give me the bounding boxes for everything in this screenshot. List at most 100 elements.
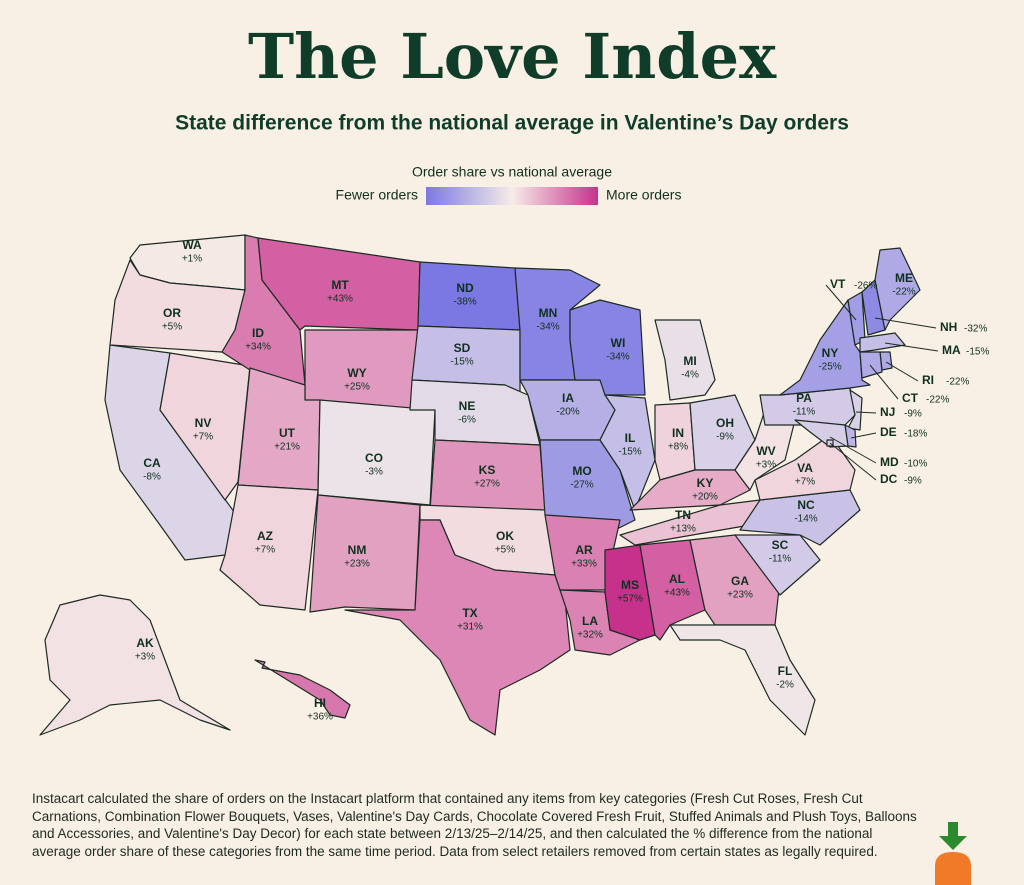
state-code: NM <box>348 543 367 557</box>
leader-line <box>829 442 877 481</box>
value-label: -22% <box>892 287 915 298</box>
state <box>859 332 906 353</box>
state-code: AZ <box>257 529 273 543</box>
state-code: CO <box>365 451 383 465</box>
leader-line <box>829 436 877 464</box>
state-code: ID <box>252 326 264 340</box>
state-code: TX <box>462 606 477 620</box>
value-label: -22% <box>926 395 949 406</box>
value-label: -3% <box>365 467 383 478</box>
state-code: OH <box>716 416 734 430</box>
state-code: AL <box>669 572 685 586</box>
value-label: -9% <box>904 409 922 420</box>
state-code: HI <box>314 696 326 710</box>
state-code: VA <box>797 461 813 475</box>
value-label: +7% <box>255 545 275 556</box>
state-code: IN <box>672 426 684 440</box>
state-code: KY <box>697 476 714 490</box>
value-label: -14% <box>794 514 817 525</box>
value-label: +20% <box>692 492 718 503</box>
value-label: +23% <box>727 590 753 601</box>
legend-high: More orders <box>606 187 681 203</box>
state-code: NH <box>940 320 957 334</box>
value-label: -15% <box>618 447 641 458</box>
value-label: +43% <box>327 294 353 305</box>
value-label: -9% <box>904 476 922 487</box>
logo <box>935 822 971 885</box>
value-label: -6% <box>458 415 476 426</box>
value-label: +3% <box>756 460 776 471</box>
value-label: +33% <box>571 559 597 570</box>
labels: WA +1% OR +5% CA -8% NV +7% ID +34% MT +43% WY +25% UT… <box>135 238 990 722</box>
value-label: +57% <box>617 594 643 605</box>
state-code: WY <box>347 366 366 380</box>
state-code: NJ <box>880 405 895 419</box>
state <box>309 494 421 613</box>
value-label: -11% <box>793 407 816 418</box>
state <box>159 352 251 501</box>
state-code: WI <box>611 336 626 350</box>
leader-line <box>825 284 857 321</box>
footnote: Instacart calculated the share of orders… <box>32 791 917 859</box>
state-code: CA <box>143 456 161 470</box>
value-label: -2% <box>776 680 794 691</box>
state-code: IA <box>562 391 574 405</box>
state <box>599 394 656 511</box>
state <box>734 409 796 491</box>
state-code: MT <box>331 278 349 292</box>
value-label: +8% <box>668 442 688 453</box>
state-code: GA <box>731 574 749 588</box>
value-label: +7% <box>795 477 815 488</box>
state-code: MA <box>942 343 961 357</box>
leader-line <box>850 432 877 439</box>
value-label: -4% <box>681 370 699 381</box>
state-code: NV <box>195 416 212 430</box>
state-code: MS <box>621 578 639 592</box>
state-code: IL <box>625 431 636 445</box>
value-label: -20% <box>556 407 579 418</box>
state <box>254 659 351 719</box>
value-label: -34% <box>606 352 629 363</box>
value-label: +23% <box>344 559 370 570</box>
value-label: +36% <box>307 712 333 723</box>
value-label: -11% <box>769 554 792 565</box>
state-code: OK <box>496 529 514 543</box>
state-code: KS <box>479 463 496 477</box>
state-code: AR <box>575 543 593 557</box>
state <box>669 624 816 736</box>
state-code: ME <box>895 271 913 285</box>
value-label: -22% <box>946 377 969 388</box>
value-label: +27% <box>474 479 500 490</box>
state-code: PA <box>796 391 812 405</box>
leader-line <box>874 317 937 329</box>
state-code: ND <box>456 281 474 295</box>
state-code: DE <box>880 425 897 439</box>
value-label: +21% <box>274 442 300 453</box>
state-code: UT <box>279 426 296 440</box>
leader-line <box>869 364 899 400</box>
state-code: WV <box>756 444 775 458</box>
state-code: WA <box>182 238 202 252</box>
subtitle: State difference from the national avera… <box>175 112 849 135</box>
state-code: TN <box>675 508 691 522</box>
value-label: +1% <box>182 254 202 265</box>
states <box>39 234 921 736</box>
title: The Love Index <box>248 20 777 93</box>
value-label: -18% <box>904 429 927 440</box>
state-code: CT <box>902 391 919 405</box>
state-code: NY <box>822 346 839 360</box>
legend-low: Fewer orders <box>336 187 418 203</box>
value-label: -26% <box>854 281 877 292</box>
state <box>754 434 856 501</box>
value-label: +3% <box>135 652 155 663</box>
state <box>654 319 716 401</box>
value-label: +34% <box>245 342 271 353</box>
state-code: VT <box>830 277 846 291</box>
value-label: -15% <box>966 347 989 358</box>
legend-gradient <box>426 187 598 205</box>
value-label: +13% <box>670 524 696 535</box>
value-label: +25% <box>344 382 370 393</box>
state <box>859 351 883 379</box>
value-label: -10% <box>904 459 927 470</box>
